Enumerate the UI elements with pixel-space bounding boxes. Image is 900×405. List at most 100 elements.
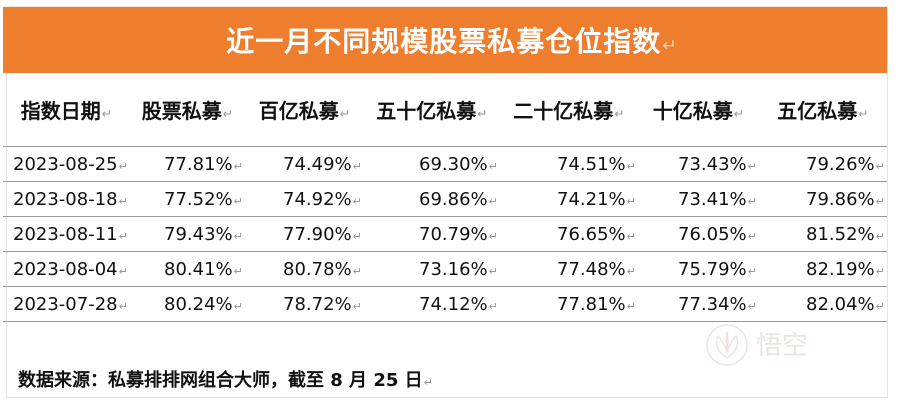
table-cell: 70.79%↵ <box>364 216 500 252</box>
column-header-date: 指数日期↵ <box>20 99 113 123</box>
paragraph-mark-icon: ↵ <box>488 229 498 243</box>
table-cell: 77.81%↵ <box>500 286 638 322</box>
table-cell: 78.72%↵ <box>245 286 364 322</box>
paragraph-mark-icon: ↵ <box>118 299 128 313</box>
paragraph-mark-icon: ↵ <box>747 159 757 173</box>
paragraph-mark-icon: ↵ <box>733 106 745 121</box>
table-cell: 74.49%↵ <box>245 146 364 182</box>
table-cell: 77.52%↵ <box>130 181 245 217</box>
paragraph-mark-icon: ↵ <box>747 264 757 278</box>
paragraph-mark-icon: ↵ <box>626 159 636 173</box>
paragraph-mark-icon: ↵ <box>233 299 243 313</box>
paragraph-mark-icon: ↵ <box>233 194 243 208</box>
paragraph-mark-icon: ↵ <box>118 264 128 278</box>
table-cell: 77.48%↵ <box>500 251 638 287</box>
table-cell: 73.43%↵ <box>638 146 759 182</box>
paragraph-mark-icon: ↵ <box>747 229 757 243</box>
table-title-text: 近一月不同规模股票私募仓位指数 <box>226 25 662 58</box>
table-cell: 73.16%↵ <box>364 251 500 287</box>
column-header-stock-private: 股票私募↵ <box>141 99 234 123</box>
paragraph-mark-icon: ↵ <box>233 229 243 243</box>
paragraph-mark-icon: ↵ <box>222 106 234 121</box>
table-cell: 77.90%↵ <box>245 216 364 252</box>
paragraph-mark-icon: ↵ <box>339 106 351 121</box>
paragraph-mark-icon: ↵ <box>352 229 362 243</box>
paragraph-mark-icon: ↵ <box>875 194 885 208</box>
table-cell: 74.51%↵ <box>500 146 638 182</box>
paragraph-mark-icon: ↵ <box>614 106 625 121</box>
data-source-text: 数据来源：私募排排网组合大师，截至 8 月 25 日 <box>18 370 423 391</box>
position-index-table: 指数日期↵ 股票私募↵ 百亿私募↵ 五十亿私募↵ 二十亿私募↵ 十亿私募↵ 五亿… <box>3 73 887 322</box>
table-cell: 73.41%↵ <box>638 181 759 217</box>
paragraph-mark-icon: ↵ <box>626 229 636 243</box>
table-cell: 79.86%↵ <box>759 181 887 217</box>
table-cell: 77.81%↵ <box>130 146 245 182</box>
table-cell-date: 2023-08-11↵ <box>3 216 130 252</box>
paragraph-mark-icon: ↵ <box>626 299 636 313</box>
table-cell: 81.52%↵ <box>759 216 887 252</box>
paragraph-mark-icon: ↵ <box>662 36 678 56</box>
table-cell: 75.79%↵ <box>638 251 759 287</box>
table-row: 2023-08-25↵ 77.81%↵ 74.49%↵ 69.30%↵ 74.5… <box>3 146 887 182</box>
table-cell: 82.04%↵ <box>759 286 887 322</box>
paragraph-mark-icon: ↵ <box>626 264 636 278</box>
table-cell: 80.24%↵ <box>130 286 245 322</box>
table-cell: 79.43%↵ <box>130 216 245 252</box>
paragraph-mark-icon: ↵ <box>875 299 885 313</box>
paragraph-mark-icon: ↵ <box>118 159 128 173</box>
paragraph-mark-icon: ↵ <box>233 264 243 278</box>
table-cell: 69.86%↵ <box>364 181 500 217</box>
table-cell: 74.92%↵ <box>245 181 364 217</box>
paragraph-mark-icon: ↵ <box>488 194 498 208</box>
paragraph-mark-icon: ↵ <box>858 106 869 121</box>
watermark-text: 悟空 <box>756 331 808 361</box>
table-row: 2023-07-28↵ 80.24%↵ 78.72%↵ 74.12%↵ 77.8… <box>3 286 887 322</box>
paragraph-mark-icon: ↵ <box>352 264 362 278</box>
table-cell: 82.19%↵ <box>759 251 887 287</box>
column-header-500m: 五亿私募↵ <box>777 99 869 123</box>
table-cell: 74.12%↵ <box>364 286 500 322</box>
table-row: 2023-08-18↵ 77.52%↵ 74.92%↵ 69.86%↵ 74.2… <box>3 181 887 217</box>
paragraph-mark-icon: ↵ <box>488 264 498 278</box>
table-cell-date: 2023-08-25↵ <box>3 146 130 182</box>
table-cell-date: 2023-08-04↵ <box>3 251 130 287</box>
title-bar: 近一月不同规模股票私募仓位指数↵ <box>3 7 887 73</box>
table-cell-date: 2023-08-18↵ <box>3 181 130 217</box>
table-cell: 79.26%↵ <box>759 146 887 182</box>
paragraph-mark-icon: ↵ <box>875 159 885 173</box>
paragraph-mark-icon: ↵ <box>352 194 362 208</box>
paragraph-mark-icon: ↵ <box>101 106 113 121</box>
table-title: 近一月不同规模股票私募仓位指数↵ <box>226 20 678 60</box>
paragraph-mark-icon: ↵ <box>488 299 498 313</box>
table-row: 2023-08-11↵ 79.43%↵ 77.90%↵ 70.79%↵ 76.6… <box>3 216 887 252</box>
table-cell: 74.21%↵ <box>500 181 638 217</box>
table-cell: 76.65%↵ <box>500 216 638 252</box>
table-cell-date: 2023-07-28↵ <box>3 286 130 322</box>
paragraph-mark-icon: ↵ <box>352 299 362 313</box>
paragraph-mark-icon: ↵ <box>747 299 757 313</box>
table-cell: 80.78%↵ <box>245 251 364 287</box>
paragraph-mark-icon: ↵ <box>477 106 488 121</box>
column-header-10b: 百亿私募↵ <box>258 99 351 123</box>
table-row: 2023-08-04↵ 80.41%↵ 80.78%↵ 73.16%↵ 77.4… <box>3 251 887 287</box>
column-header-5b: 五十亿私募↵ <box>376 99 488 123</box>
paragraph-mark-icon: ↵ <box>118 229 128 243</box>
lotus-logo-icon: 悟空 <box>706 324 808 366</box>
table-cell: 76.05%↵ <box>638 216 759 252</box>
table-cell: 77.34%↵ <box>638 286 759 322</box>
column-header-1b: 十亿私募↵ <box>652 99 745 123</box>
paragraph-mark-icon: ↵ <box>423 376 433 389</box>
paragraph-mark-icon: ↵ <box>875 229 885 243</box>
column-header-2b: 二十亿私募↵ <box>513 99 625 123</box>
paragraph-mark-icon: ↵ <box>875 264 885 278</box>
data-source-note: 数据来源：私募排排网组合大师，截至 8 月 25 日↵ <box>18 366 433 392</box>
table-cell: 69.30%↵ <box>364 146 500 182</box>
paragraph-mark-icon: ↵ <box>747 194 757 208</box>
paragraph-mark-icon: ↵ <box>352 159 362 173</box>
header-row: 指数日期↵ 股票私募↵ 百亿私募↵ 五十亿私募↵ 二十亿私募↵ 十亿私募↵ 五亿… <box>3 73 887 147</box>
paragraph-mark-icon: ↵ <box>488 159 498 173</box>
table-cell: 80.41%↵ <box>130 251 245 287</box>
paragraph-mark-icon: ↵ <box>233 159 243 173</box>
paragraph-mark-icon: ↵ <box>626 194 636 208</box>
